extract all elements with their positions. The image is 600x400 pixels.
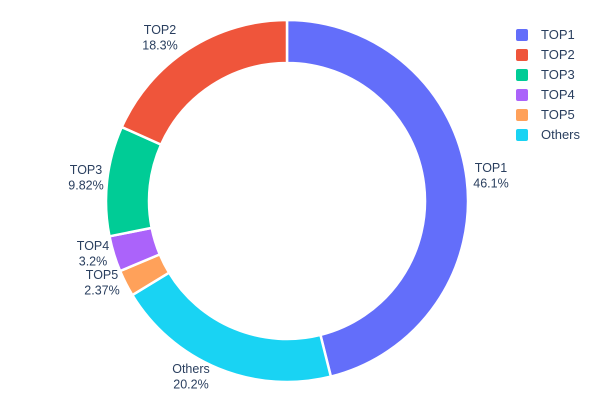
legend-label: TOP2 [541, 47, 575, 62]
legend-label: TOP1 [541, 27, 575, 42]
pie-slice-top2[interactable] [120, 18, 289, 146]
legend-label: TOP3 [541, 67, 575, 82]
legend-item-top3[interactable]: TOP3 [516, 65, 580, 85]
legend-item-top5[interactable]: TOP5 [516, 105, 580, 125]
slice-label-top1: TOP1 46.1% [473, 161, 508, 191]
pie-slice-top3[interactable] [104, 125, 163, 238]
legend-item-top2[interactable]: TOP2 [516, 45, 580, 65]
slice-label-top4: TOP4 3.2% [77, 239, 109, 269]
legend-swatch-top4 [516, 89, 528, 101]
legend-swatch-top3 [516, 69, 528, 81]
slice-label-top5: TOP5 2.37% [84, 268, 119, 298]
legend-swatch-top2 [516, 49, 528, 61]
slice-label-top3: TOP3 9.82% [68, 163, 103, 193]
legend-item-top4[interactable]: TOP4 [516, 85, 580, 105]
legend-item-others[interactable]: Others [516, 125, 580, 145]
slice-label-others: Others 20.2% [172, 362, 210, 392]
legend-swatch-top5 [516, 109, 528, 121]
legend-label: TOP4 [541, 87, 575, 102]
pie-slice-top1[interactable] [285, 18, 470, 378]
slice-label-top2: TOP2 18.3% [142, 23, 177, 53]
legend-swatch-others [516, 129, 528, 141]
legend-label: Others [541, 127, 581, 142]
legend: TOP1 TOP2 TOP3 TOP4 TOP5 Others [516, 25, 580, 145]
legend-label: TOP5 [541, 107, 575, 122]
legend-swatch-top1 [516, 29, 528, 41]
pie-slice-others[interactable] [131, 271, 333, 384]
legend-item-top1[interactable]: TOP1 [516, 25, 580, 45]
